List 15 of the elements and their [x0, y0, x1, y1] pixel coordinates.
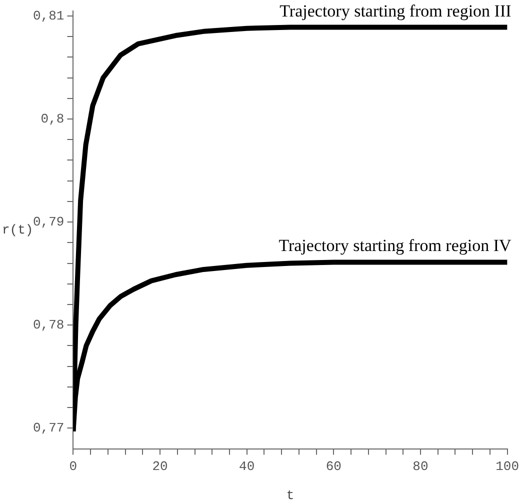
annotation: Trajectory starting from region III [280, 1, 512, 20]
x-tick-label: 80 [412, 459, 428, 474]
x-tick-label: 0 [69, 459, 78, 474]
y-tick-label: 0,8 [40, 111, 64, 126]
x-tick-label: 60 [326, 459, 342, 474]
y-tick-label: 0,79 [32, 214, 64, 230]
x-tick-label: 100 [496, 459, 519, 474]
y-tick-label: 0,78 [32, 318, 64, 333]
x-axis-title: t [286, 488, 294, 503]
annotation: Trajectory starting from region IV [278, 236, 512, 256]
x-tick-label: 20 [152, 459, 168, 474]
y-axis-title: r(t) [2, 222, 34, 238]
y-tick-label: 0,81 [32, 8, 64, 24]
x-tick-label: 40 [239, 459, 255, 474]
y-tick-label: 0,77 [32, 420, 64, 436]
